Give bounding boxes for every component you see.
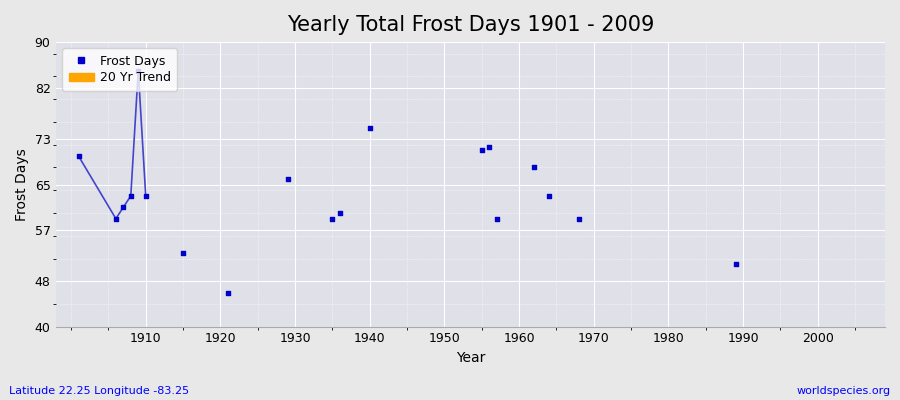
Point (139, 193, 153, 199)
Legend: Frost Days, 20 Yr Trend: Frost Days, 20 Yr Trend (62, 48, 177, 91)
Point (490, 216, 504, 222)
Point (131, 67, 146, 74)
Point (281, 176, 295, 182)
Point (363, 124, 377, 131)
Point (116, 204, 130, 210)
Point (728, 261, 742, 268)
Point (123, 193, 138, 199)
X-axis label: Year: Year (456, 351, 485, 365)
Point (109, 216, 123, 222)
Point (474, 147, 489, 154)
Point (325, 216, 339, 222)
Point (71, 153, 86, 159)
Point (572, 216, 586, 222)
Title: Yearly Total Frost Days 1901 - 2009: Yearly Total Frost Days 1901 - 2009 (287, 15, 654, 35)
Point (333, 210, 347, 216)
Point (176, 250, 190, 256)
Point (482, 144, 497, 151)
Text: Latitude 22.25 Longitude -83.25: Latitude 22.25 Longitude -83.25 (9, 386, 189, 396)
Point (526, 164, 541, 171)
Point (220, 290, 235, 296)
Text: worldspecies.org: worldspecies.org (796, 386, 891, 396)
Y-axis label: Frost Days: Frost Days (15, 148, 29, 221)
Point (542, 193, 556, 199)
